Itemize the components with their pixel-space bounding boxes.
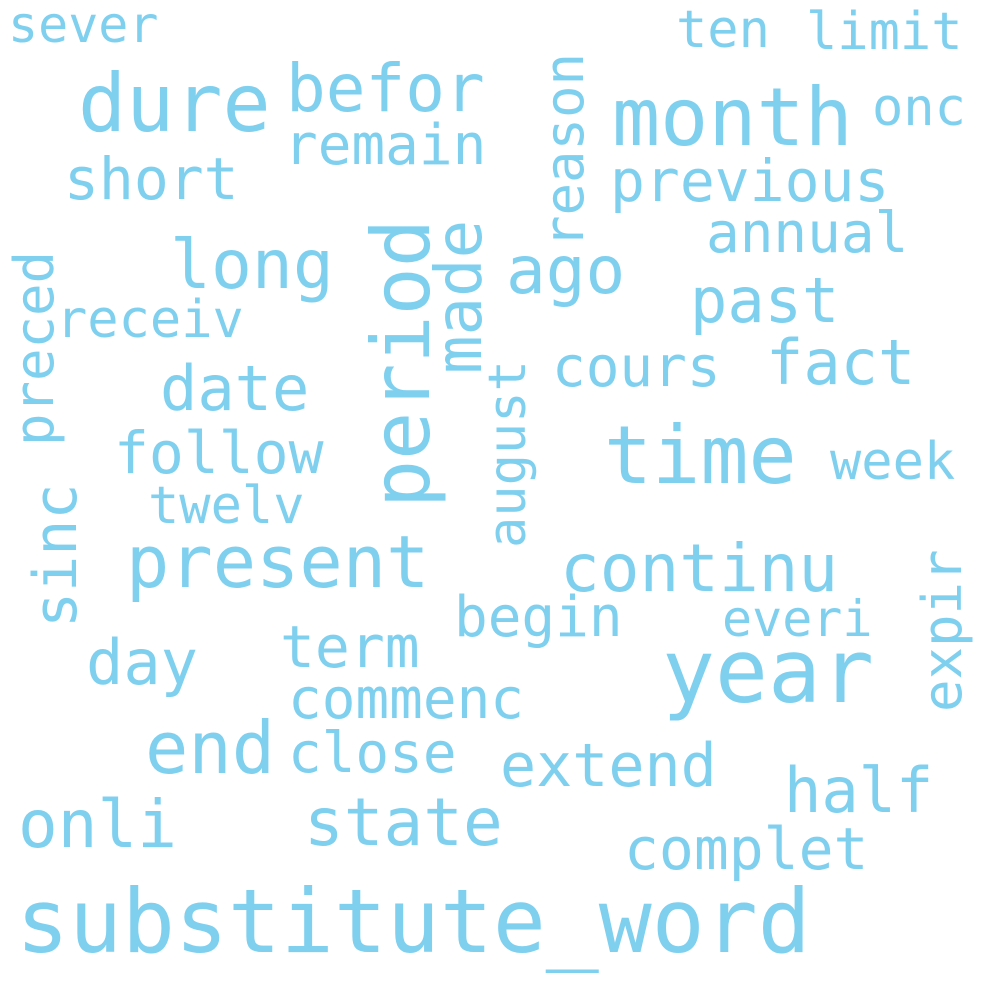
- word-short: short: [64, 145, 239, 213]
- word-preced: preced: [3, 250, 66, 446]
- word-befor: befor: [286, 50, 485, 127]
- word-reason: reason: [533, 52, 596, 248]
- word-date: date: [160, 352, 310, 425]
- word-extend: extend: [500, 731, 717, 801]
- word-half: half: [784, 754, 934, 827]
- word-term: term: [280, 613, 420, 681]
- word-sinc: sinc: [21, 483, 91, 629]
- word-fact: fact: [766, 326, 916, 399]
- word-state: state: [304, 784, 503, 861]
- word-expir: expir: [911, 549, 974, 712]
- word-onli: onli: [18, 786, 177, 863]
- word-year: year: [662, 620, 874, 723]
- word-past: past: [690, 264, 840, 337]
- word-close: close: [288, 721, 457, 786]
- word-limit: limit: [806, 2, 963, 62]
- word-long: long: [170, 226, 334, 305]
- word-onc: onc: [872, 78, 966, 138]
- word-day: day: [86, 626, 198, 699]
- word-previous: previous: [610, 147, 890, 215]
- word-sever: sever: [8, 0, 159, 54]
- word-annual: annual: [706, 201, 909, 266]
- word-commenc: commenc: [288, 667, 525, 732]
- word-follow: follow: [114, 419, 324, 487]
- word-complet: complet: [624, 815, 869, 883]
- word-substitute-word: substitute_word: [16, 870, 811, 973]
- word-dure: dure: [78, 57, 271, 150]
- word-remain: remain: [284, 113, 487, 178]
- word-ten: ten: [676, 0, 770, 60]
- word-ago: ago: [506, 232, 626, 309]
- word-twelv: twelv: [148, 476, 305, 536]
- word-present: present: [126, 520, 430, 604]
- word-made: made: [423, 219, 497, 374]
- word-receiv: receiv: [56, 290, 244, 350]
- word-everi: everi: [722, 590, 873, 648]
- word-continu: continu: [560, 530, 839, 607]
- word-week: week: [830, 432, 956, 492]
- word-end: end: [145, 706, 276, 790]
- word-begin: begin: [454, 585, 623, 650]
- word-time: time: [604, 409, 797, 502]
- word-august: august: [478, 360, 538, 548]
- word-month: month: [612, 71, 853, 164]
- word-cours: cours: [552, 335, 721, 400]
